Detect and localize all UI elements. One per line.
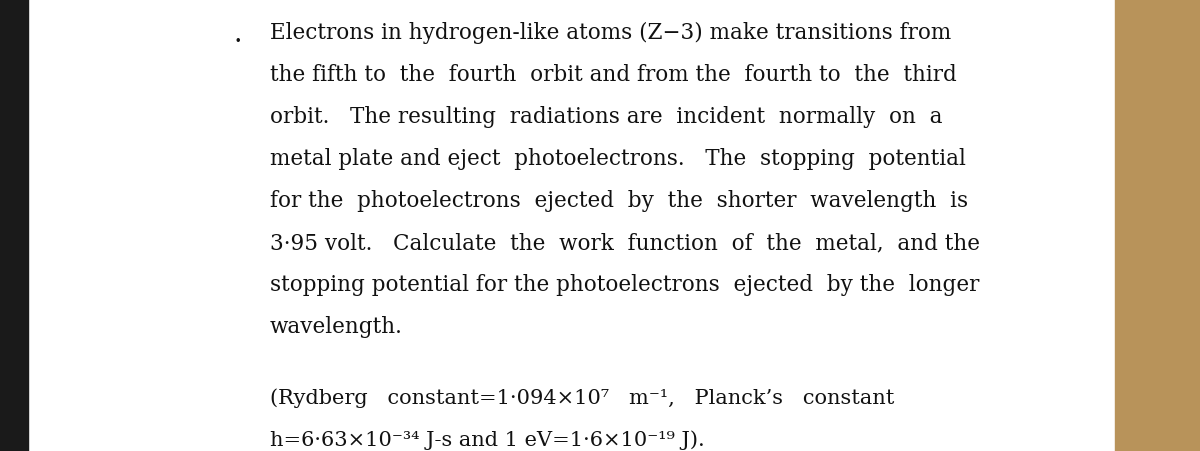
Text: h=6·63×10⁻³⁴ J-s and 1 eV=1·6×10⁻¹⁹ J).: h=6·63×10⁻³⁴ J-s and 1 eV=1·6×10⁻¹⁹ J). [270, 429, 704, 449]
Text: metal plate and eject  photoelectrons.   The  stopping  potential: metal plate and eject photoelectrons. Th… [270, 147, 966, 170]
Bar [0, 0, 28, 451]
Text: 3·95 volt.   Calculate  the  work  function  of  the  metal,  and the: 3·95 volt. Calculate the work function o… [270, 231, 980, 253]
Text: ·: · [234, 29, 242, 56]
Text: for the  photoelectrons  ejected  by  the  shorter  wavelength  is: for the photoelectrons ejected by the sh… [270, 189, 968, 212]
Text: wavelength.: wavelength. [270, 315, 403, 337]
Text: Electrons in hydrogen-like atoms (Z−3) make transitions from: Electrons in hydrogen-like atoms (Z−3) m… [270, 22, 952, 44]
Text: stopping potential for the photoelectrons  ejected  by the  longer: stopping potential for the photoelectron… [270, 273, 979, 295]
Text: (Rydberg   constant=1·094×10⁷   m⁻¹,   Planck’s   constant: (Rydberg constant=1·094×10⁷ m⁻¹, Planck’… [270, 387, 894, 407]
Text: the fifth to  the  fourth  orbit and from the  fourth to  the  third: the fifth to the fourth orbit and from t… [270, 64, 956, 86]
Text: orbit.   The resulting  radiations are  incident  normally  on  a: orbit. The resulting radiations are inci… [270, 106, 942, 128]
Bar [1115, 0, 1200, 451]
